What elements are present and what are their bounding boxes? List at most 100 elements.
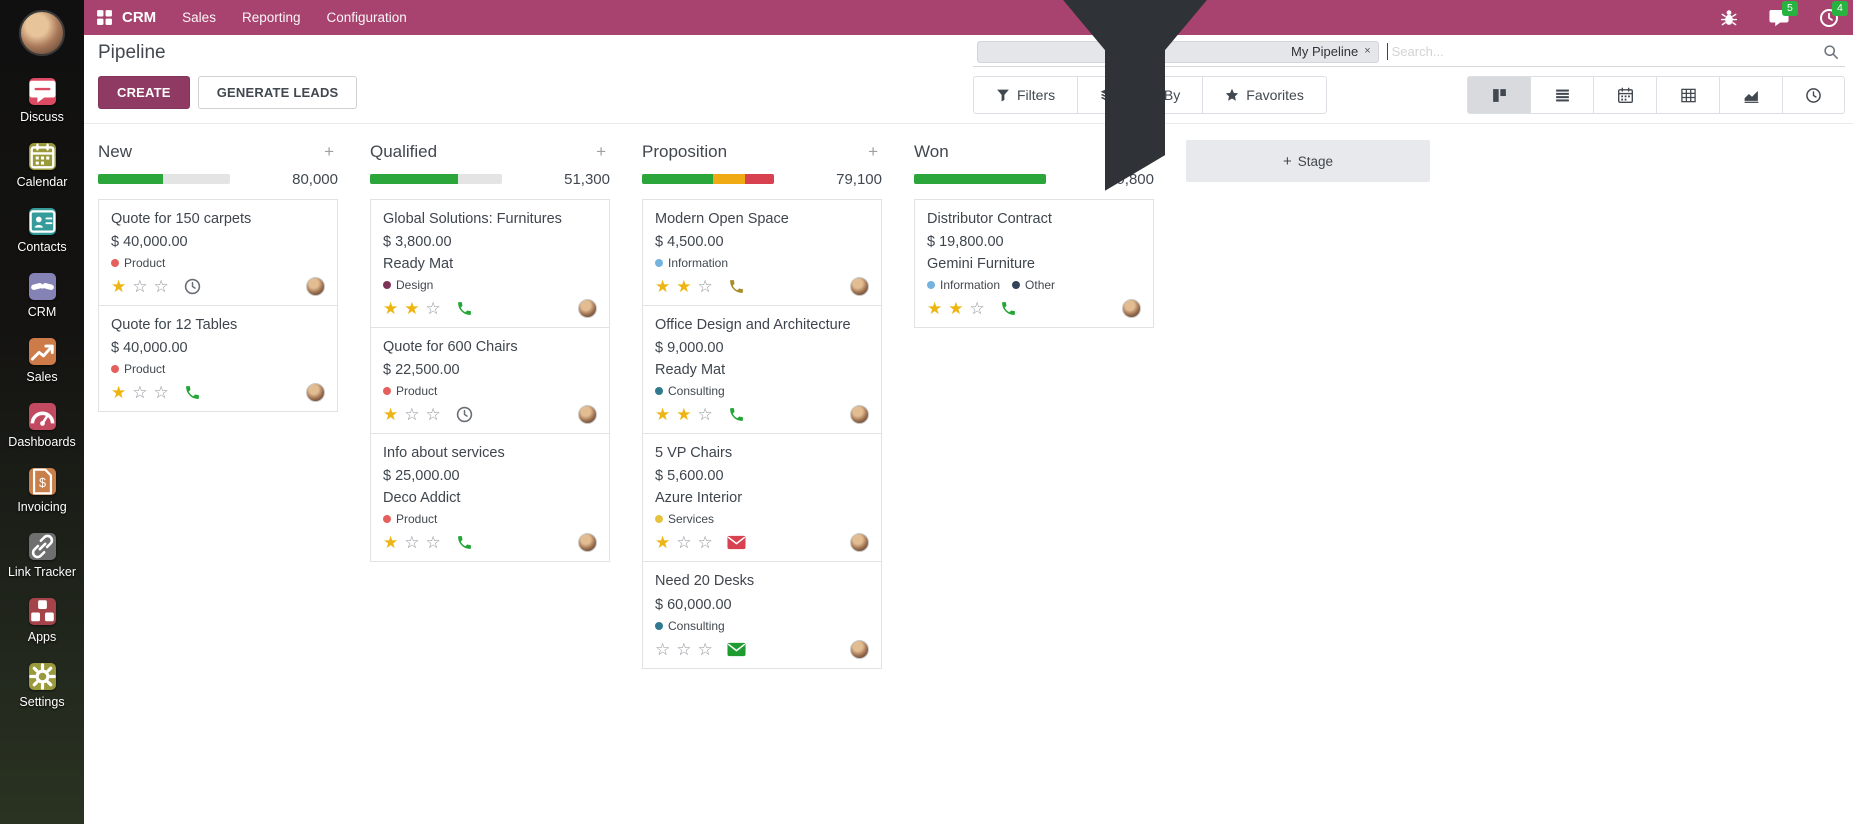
progress-segment[interactable] bbox=[914, 174, 1046, 184]
activity-envelope-icon[interactable] bbox=[727, 641, 746, 658]
sidebar-item-link-tracker[interactable]: Link Tracker bbox=[0, 533, 84, 579]
kanban-card[interactable]: 5 VP Chairs $ 5,600.00 Azure Interior Servi… bbox=[642, 433, 882, 563]
priority-star-icon[interactable]: ★ bbox=[383, 299, 399, 319]
search-icon[interactable] bbox=[1823, 44, 1839, 60]
sidebar-item-discuss[interactable]: Discuss bbox=[0, 78, 84, 124]
priority-star-icon[interactable]: ★ bbox=[655, 533, 671, 553]
priority-star-icon[interactable]: ★ bbox=[655, 277, 671, 297]
view-activity-button[interactable] bbox=[1782, 76, 1845, 114]
priority-star-icon[interactable]: ☆ bbox=[697, 277, 713, 297]
progress-segment[interactable] bbox=[744, 174, 774, 184]
favorites-button[interactable]: Favorites bbox=[1202, 76, 1327, 114]
kanban-card[interactable]: Info about services $ 25,000.00 Deco Addic… bbox=[370, 433, 610, 563]
priority-star-icon[interactable]: ★ bbox=[927, 299, 943, 319]
activity-envelope-icon[interactable] bbox=[727, 534, 746, 551]
column-title[interactable]: Qualified bbox=[370, 142, 438, 161]
progress-segment[interactable] bbox=[642, 174, 714, 184]
sidebar-item-invoicing[interactable]: $ Invoicing bbox=[0, 468, 84, 514]
progress-segment[interactable] bbox=[370, 174, 459, 184]
column-quick-create-button[interactable]: + bbox=[868, 142, 878, 161]
kanban-card[interactable]: Modern Open Space $ 4,500.00 Information ★ ★… bbox=[642, 199, 882, 307]
priority-star-icon[interactable]: ★ bbox=[383, 533, 399, 553]
column-progressbar[interactable] bbox=[642, 174, 774, 184]
priority-star-icon[interactable]: ★ bbox=[676, 277, 692, 297]
priority-star-icon[interactable]: ★ bbox=[111, 277, 127, 297]
progress-segment[interactable] bbox=[713, 174, 745, 184]
column-progressbar[interactable] bbox=[370, 174, 502, 184]
kanban-card[interactable]: Need 20 Desks $ 60,000.00 Consulting ☆ ☆ ☆ bbox=[642, 561, 882, 669]
priority-star-icon[interactable]: ☆ bbox=[425, 533, 441, 553]
messages-icon[interactable]: 5 bbox=[1769, 0, 1798, 28]
search-facet[interactable]: My Pipeline × bbox=[977, 0, 1379, 191]
kanban-card[interactable]: Office Design and Architecture $ 9,000.00… bbox=[642, 305, 882, 435]
create-button[interactable]: CREATE bbox=[98, 76, 190, 109]
sidebar-item-contacts[interactable]: Contacts bbox=[0, 208, 84, 254]
activity-phone-icon[interactable] bbox=[455, 534, 474, 551]
kanban-card[interactable]: Distributor Contract $ 19,800.00 Gemini Fu… bbox=[914, 199, 1154, 329]
activities-clock-icon[interactable]: 4 bbox=[1819, 0, 1848, 28]
apps-grid-icon[interactable] bbox=[96, 9, 113, 26]
view-kanban-button[interactable] bbox=[1467, 76, 1530, 114]
column-quick-create-button[interactable]: + bbox=[596, 142, 606, 161]
search-bar[interactable]: My Pipeline × bbox=[973, 0, 1845, 191]
activity-phone-icon[interactable] bbox=[727, 406, 746, 423]
search-input[interactable] bbox=[1391, 44, 1823, 59]
view-calendar-button[interactable] bbox=[1593, 76, 1656, 114]
facet-remove-icon[interactable]: × bbox=[1364, 45, 1371, 57]
user-avatar[interactable] bbox=[19, 10, 65, 56]
sidebar-item-dashboards[interactable]: Dashboards bbox=[0, 403, 84, 449]
priority-star-icon[interactable]: ☆ bbox=[697, 639, 713, 659]
priority-star-icon[interactable]: ★ bbox=[383, 405, 399, 425]
priority-star-icon[interactable]: ★ bbox=[676, 405, 692, 425]
priority-star-icon[interactable]: ☆ bbox=[425, 405, 441, 425]
priority-star-icon[interactable]: ★ bbox=[948, 299, 964, 319]
generate-leads-button[interactable]: GENERATE LEADS bbox=[197, 76, 358, 109]
priority-star-icon[interactable]: ☆ bbox=[697, 533, 713, 553]
priority-star-icon[interactable]: ☆ bbox=[676, 639, 692, 659]
activity-phone-icon[interactable] bbox=[999, 300, 1018, 317]
kanban-card[interactable]: Global Solutions: Furnitures $ 3,800.00 Re… bbox=[370, 199, 610, 329]
column-quick-create-button[interactable]: + bbox=[324, 142, 334, 161]
activity-phone-icon[interactable] bbox=[455, 300, 474, 317]
menu-configuration[interactable]: Configuration bbox=[326, 10, 407, 25]
filters-button[interactable]: Filters bbox=[973, 76, 1078, 114]
priority-star-icon[interactable]: ☆ bbox=[697, 405, 713, 425]
activity-clock-icon[interactable] bbox=[455, 406, 474, 423]
priority-star-icon[interactable]: ☆ bbox=[153, 383, 169, 403]
priority-star-icon[interactable]: ☆ bbox=[132, 277, 148, 297]
menu-sales[interactable]: Sales bbox=[182, 10, 216, 25]
column-title[interactable]: New bbox=[98, 142, 133, 161]
priority-star-icon[interactable]: ☆ bbox=[655, 639, 671, 659]
activity-clock-icon[interactable] bbox=[183, 278, 202, 295]
kanban-card[interactable]: Quote for 600 Chairs $ 22,500.00 Product ★ ☆… bbox=[370, 327, 610, 435]
priority-star-icon[interactable]: ☆ bbox=[153, 277, 169, 297]
debug-bug-icon[interactable] bbox=[1719, 8, 1739, 28]
sidebar-item-crm[interactable]: CRM bbox=[0, 273, 84, 319]
sidebar-item-sales[interactable]: Sales bbox=[0, 338, 84, 384]
priority-star-icon[interactable]: ★ bbox=[111, 383, 127, 403]
column-title[interactable]: Won bbox=[914, 142, 949, 161]
kanban-card[interactable]: Quote for 12 Tables $ 40,000.00 Product ★ ☆ ☆ bbox=[98, 305, 338, 413]
priority-star-icon[interactable]: ☆ bbox=[404, 405, 420, 425]
column-title[interactable]: Proposition bbox=[642, 142, 728, 161]
current-app-name[interactable]: CRM bbox=[122, 9, 157, 26]
priority-star-icon[interactable]: ☆ bbox=[676, 533, 692, 553]
priority-star-icon[interactable]: ★ bbox=[404, 299, 420, 319]
kanban-card[interactable]: Quote for 150 carpets $ 40,000.00 Product ★… bbox=[98, 199, 338, 307]
priority-star-icon[interactable]: ★ bbox=[655, 405, 671, 425]
priority-star-icon[interactable]: ☆ bbox=[404, 533, 420, 553]
column-progressbar[interactable] bbox=[98, 174, 230, 184]
view-pivot-button[interactable] bbox=[1656, 76, 1719, 114]
priority-star-icon[interactable]: ☆ bbox=[425, 299, 441, 319]
activity-phone-icon[interactable] bbox=[727, 278, 746, 295]
sidebar-item-apps[interactable]: Apps bbox=[0, 598, 84, 644]
activity-phone-icon[interactable] bbox=[183, 384, 202, 401]
column-progressbar[interactable] bbox=[914, 174, 1046, 184]
progress-segment[interactable] bbox=[98, 174, 163, 184]
sidebar-item-settings[interactable]: Settings bbox=[0, 663, 84, 709]
view-list-button[interactable] bbox=[1530, 76, 1593, 114]
sidebar-item-calendar[interactable]: Calendar bbox=[0, 143, 84, 189]
menu-reporting[interactable]: Reporting bbox=[241, 10, 301, 25]
view-graph-button[interactable] bbox=[1719, 76, 1782, 114]
priority-star-icon[interactable]: ☆ bbox=[969, 299, 985, 319]
